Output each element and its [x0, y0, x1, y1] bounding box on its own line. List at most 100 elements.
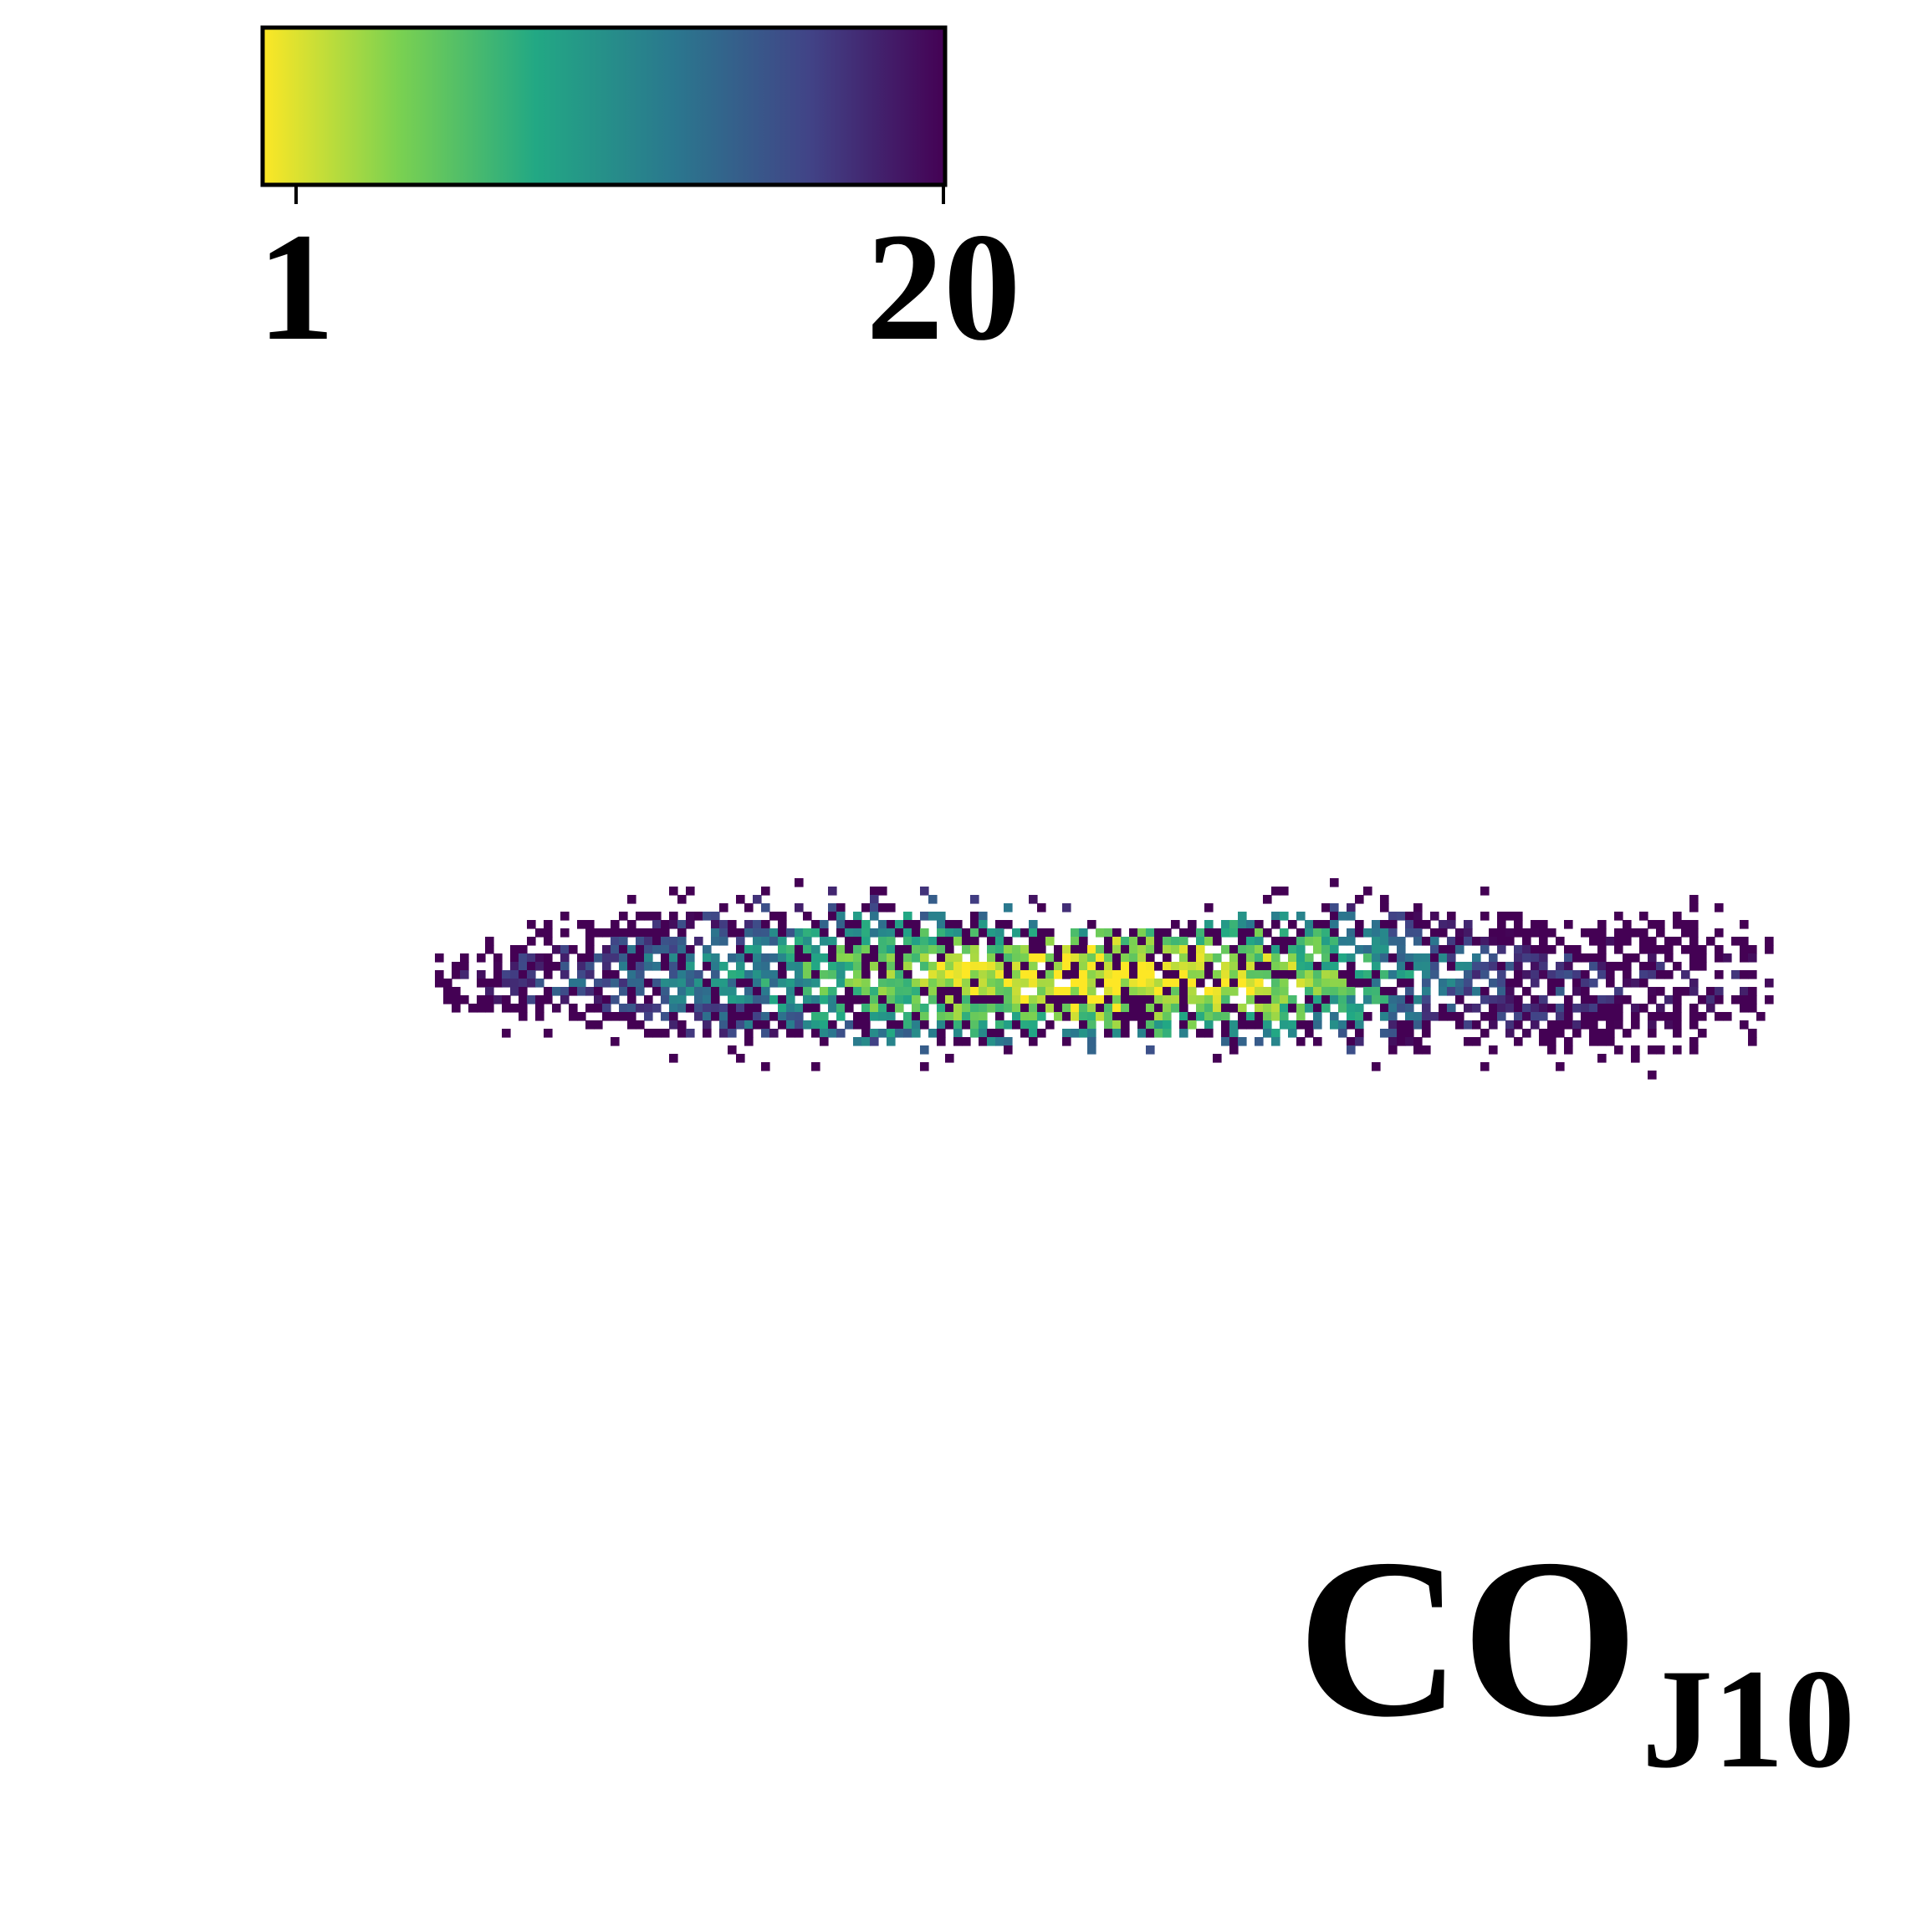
heatmap-cell	[870, 995, 879, 1004]
heatmap-cell	[979, 912, 988, 921]
heatmap-cell	[686, 887, 695, 896]
heatmap-cell	[1648, 920, 1657, 929]
heatmap-cell	[970, 912, 979, 921]
heatmap-cell	[1405, 1020, 1414, 1030]
heatmap-cell	[644, 937, 653, 946]
heatmap-cell	[686, 979, 695, 988]
heatmap-cell	[502, 979, 511, 988]
heatmap-cell	[1648, 1020, 1657, 1030]
heatmap-cell	[778, 928, 787, 938]
heatmap-cell	[1689, 953, 1699, 963]
heatmap-cell	[1715, 903, 1724, 912]
heatmap-cell	[1121, 995, 1130, 1004]
heatmap-cell	[636, 987, 645, 996]
heatmap-cell	[1112, 945, 1122, 954]
heatmap-cell	[1497, 979, 1506, 988]
heatmap-cell	[1380, 920, 1389, 929]
heatmap-cell	[502, 970, 511, 979]
heatmap-cell	[728, 953, 737, 963]
heatmap-cell	[1388, 953, 1398, 963]
heatmap-cell	[1029, 979, 1038, 988]
heatmap-cell	[1363, 987, 1372, 996]
heatmap-cell	[1422, 1012, 1431, 1021]
heatmap-cell	[1029, 945, 1038, 954]
heatmap-cell	[1137, 987, 1147, 996]
heatmap-cell	[1179, 970, 1188, 979]
heatmap-cell	[1037, 995, 1046, 1004]
heatmap-cell	[778, 995, 787, 1004]
heatmap-cell	[945, 953, 954, 963]
heatmap-cell	[962, 928, 971, 938]
heatmap-cell	[1589, 937, 1598, 946]
heatmap-cell	[1221, 928, 1230, 938]
heatmap-cell	[1079, 962, 1088, 971]
heatmap-cell	[920, 979, 929, 988]
heatmap-cell	[795, 1012, 804, 1021]
heatmap-cell	[1029, 920, 1038, 929]
heatmap-cell	[1179, 1029, 1188, 1038]
heatmap-cell	[1229, 1045, 1239, 1055]
heatmap-cell	[611, 953, 620, 963]
heatmap-cell	[544, 970, 553, 979]
heatmap-cell	[761, 970, 770, 979]
heatmap-cell	[1062, 1037, 1071, 1046]
heatmap-cell	[711, 928, 720, 938]
heatmap-cell	[1121, 1012, 1130, 1021]
heatmap-cell	[778, 953, 787, 963]
heatmap-cell	[694, 937, 703, 946]
heatmap-cell	[1045, 1020, 1055, 1030]
heatmap-cell	[953, 979, 963, 988]
heatmap-cell	[1229, 1004, 1239, 1013]
heatmap-cell	[661, 945, 670, 954]
heatmap-cell	[1614, 995, 1623, 1004]
heatmap-cell	[1514, 995, 1523, 1004]
heatmap-cell	[1029, 1004, 1038, 1013]
heatmap-cell	[979, 995, 988, 1004]
heatmap-cell	[1614, 962, 1623, 971]
heatmap-cell	[887, 1029, 896, 1038]
heatmap-cell	[912, 995, 921, 1004]
heatmap-cell	[1363, 945, 1372, 954]
heatmap-cell	[552, 987, 561, 996]
heatmap-cell	[744, 1020, 754, 1030]
heatmap-cell	[1280, 987, 1289, 996]
heatmap-cell	[1121, 937, 1130, 946]
heatmap-cell	[1589, 1037, 1598, 1046]
heatmap-cell	[1213, 928, 1222, 938]
heatmap-cell	[1321, 987, 1331, 996]
heatmap-cell	[1012, 995, 1021, 1004]
heatmap-cell	[1740, 937, 1749, 946]
heatmap-cell	[761, 979, 770, 988]
heatmap-cell	[1656, 987, 1665, 996]
heatmap-cell	[1246, 928, 1255, 938]
heatmap-cell	[1522, 1012, 1531, 1021]
heatmap-cell	[1288, 970, 1297, 979]
heatmap-cell	[1740, 970, 1749, 979]
heatmap-cell	[1430, 937, 1439, 946]
heatmap-cell	[1246, 920, 1255, 929]
heatmap-cell	[1246, 1020, 1255, 1030]
heatmap-cell	[1012, 979, 1021, 988]
heatmap-cell	[1547, 1045, 1556, 1055]
heatmap-cell	[887, 995, 896, 1004]
heatmap-cell	[1196, 937, 1205, 946]
heatmap-cell	[995, 979, 1004, 988]
heatmap-cell	[895, 1020, 904, 1030]
heatmap-cell	[769, 1029, 779, 1038]
heatmap-cell	[1388, 987, 1398, 996]
heatmap-cell	[1514, 920, 1523, 929]
heatmap-cell	[1263, 970, 1272, 979]
heatmap-cell	[920, 953, 929, 963]
heatmap-cell	[795, 903, 804, 912]
heatmap-cell	[644, 1004, 653, 1013]
heatmap-cell	[987, 970, 996, 979]
heatmap-cell	[1271, 1029, 1280, 1038]
heatmap-cell	[962, 1020, 971, 1030]
heatmap-cell	[1079, 937, 1088, 946]
heatmap-cell	[1347, 970, 1356, 979]
heatmap-cell	[820, 1029, 829, 1038]
heatmap-cell	[1112, 1020, 1122, 1030]
heatmap-cell	[845, 995, 854, 1004]
heatmap-cell	[1087, 1004, 1096, 1013]
heatmap-cell	[1422, 970, 1431, 979]
